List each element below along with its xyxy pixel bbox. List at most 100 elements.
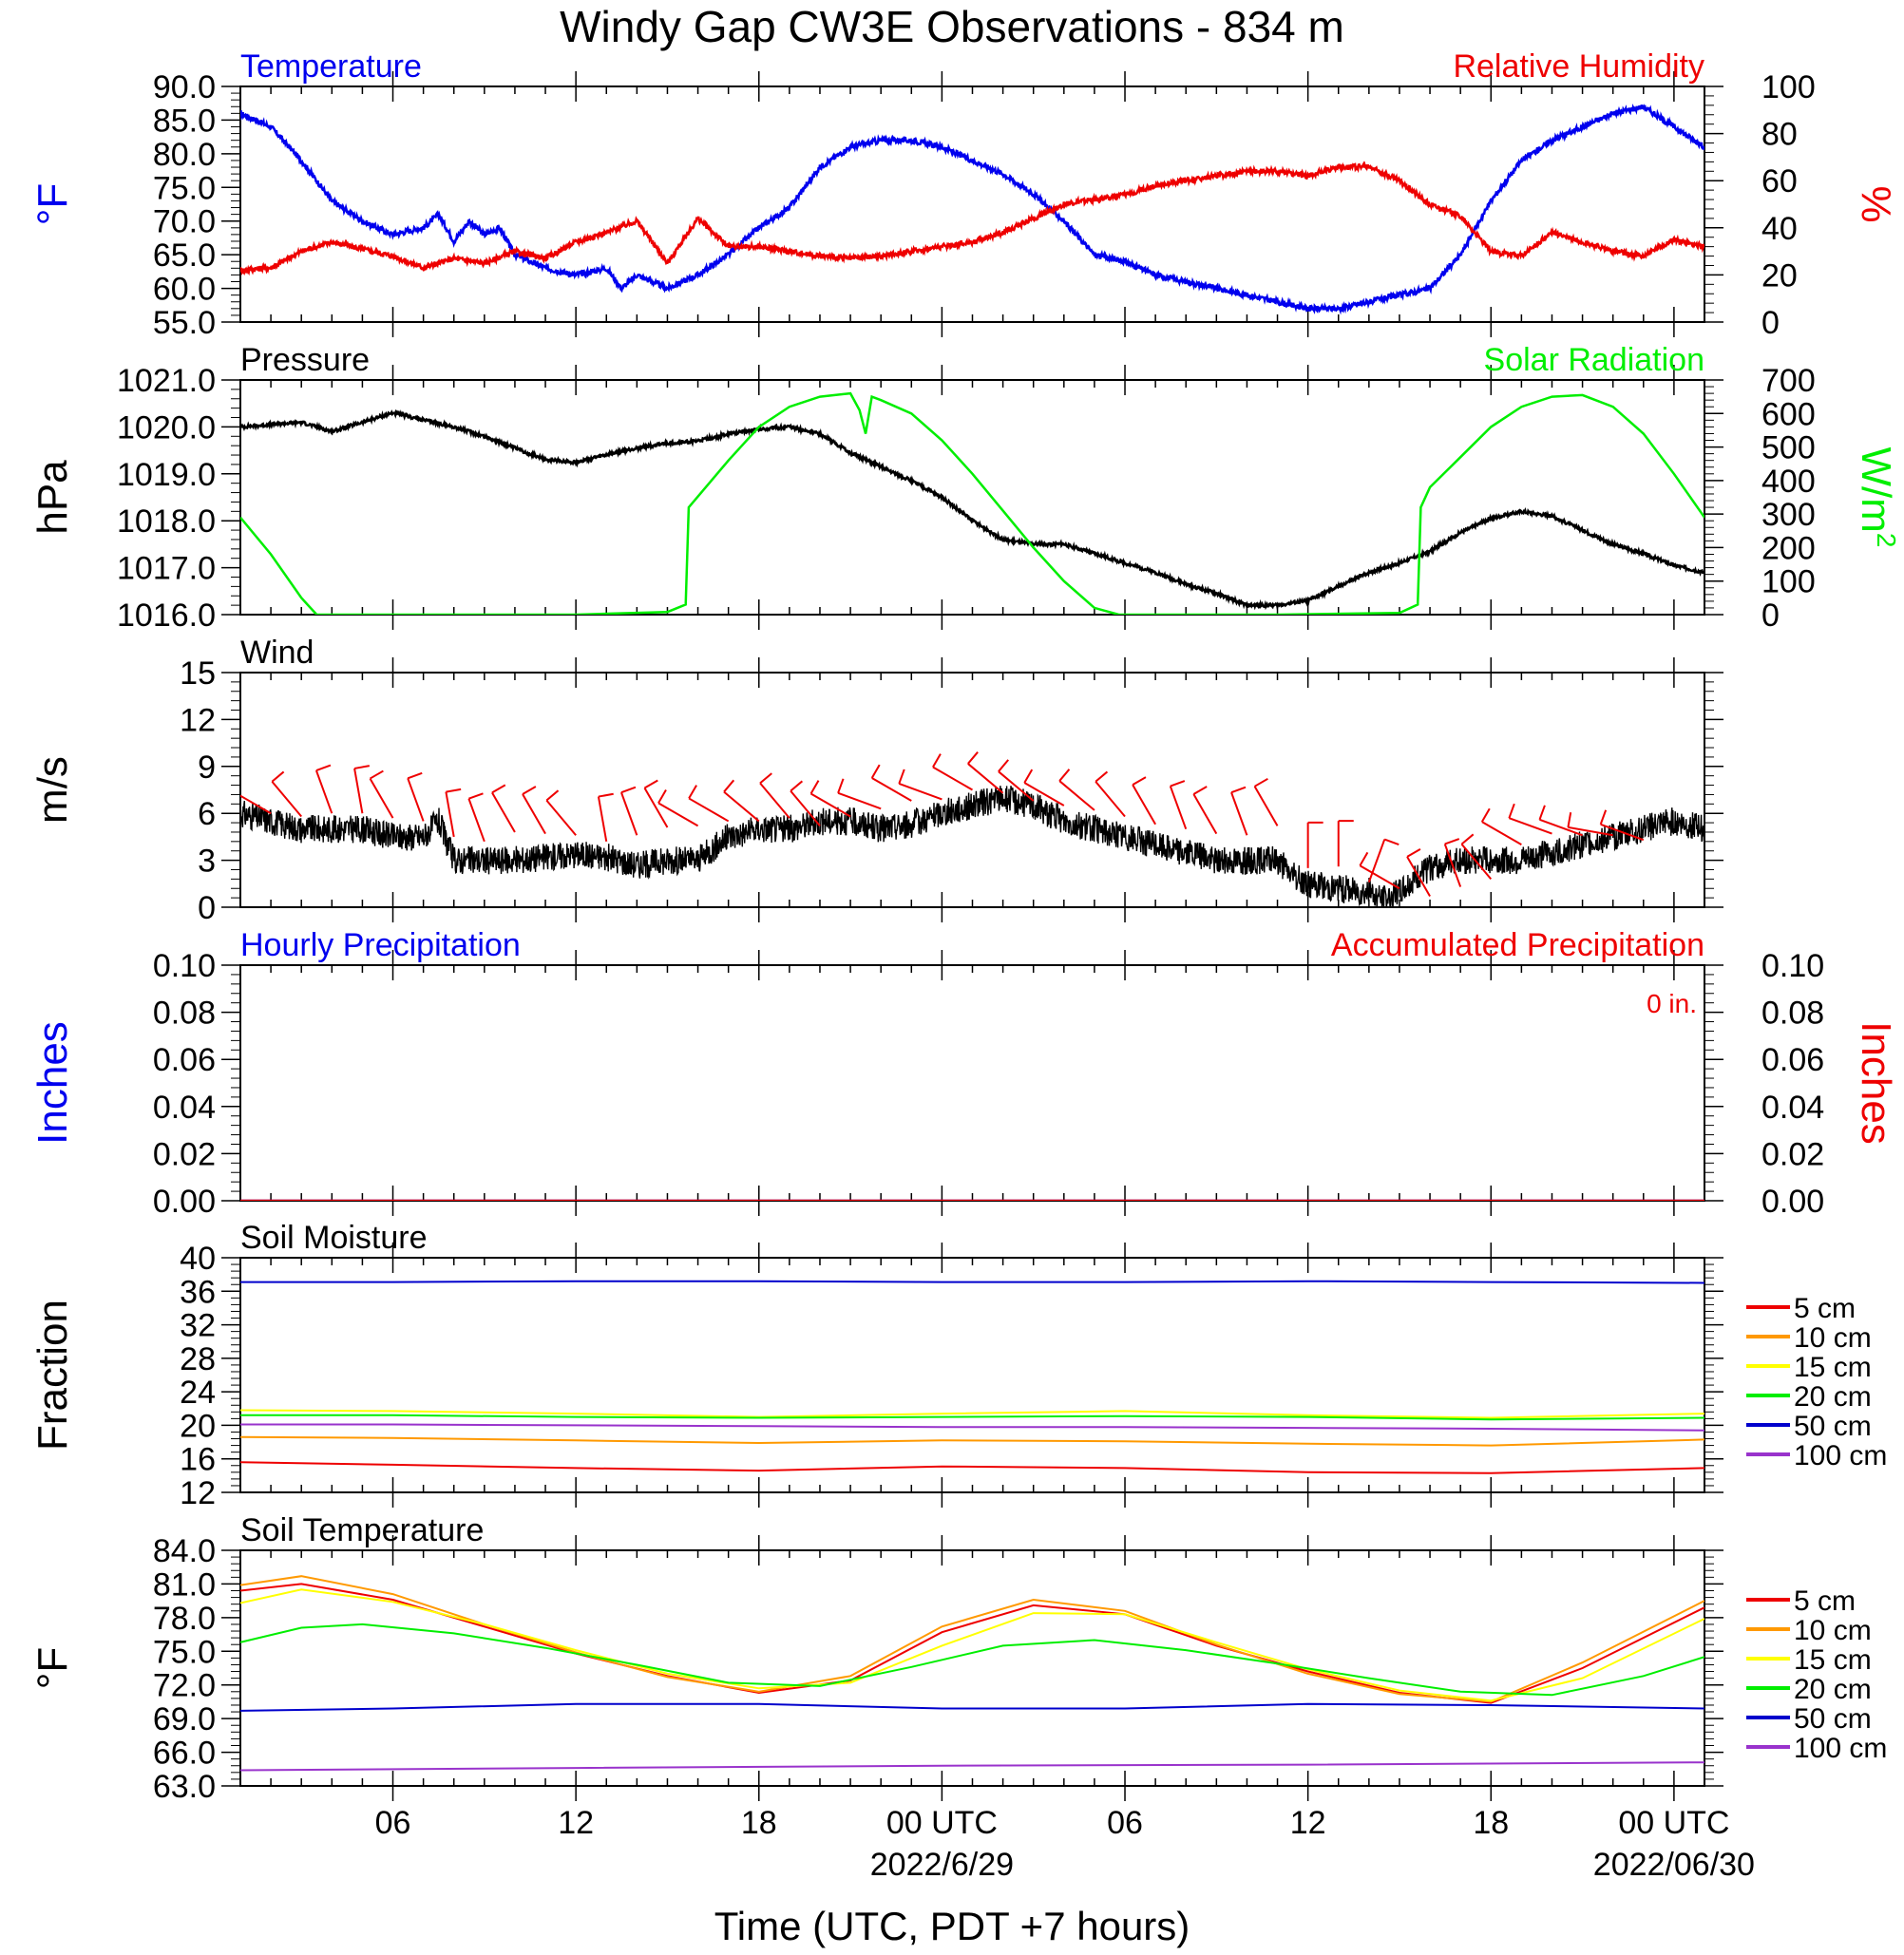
x-tick-label: 18	[741, 1805, 777, 1841]
panel-title-right: Solar Radiation	[1484, 342, 1704, 378]
wind-barb	[1169, 786, 1188, 830]
panel-title-right: Relative Humidity	[1453, 48, 1704, 85]
wind-barb	[1230, 791, 1248, 836]
wind-barb-flag	[1480, 807, 1491, 823]
y-tick-label-right: 0.02	[1761, 1136, 1824, 1172]
y-tick-label-left: 85.0	[153, 103, 216, 139]
y-tick-label-right: 80	[1761, 117, 1798, 153]
panel-wind: 15 12 9 6 3 0 Wind m/s	[29, 635, 1723, 926]
panel-title-right: Accumulated Precipitation	[1331, 927, 1704, 963]
y-tick-label-right: 300	[1761, 497, 1816, 533]
wind-barb-flag	[759, 772, 772, 785]
wind-barb-flag	[643, 779, 658, 789]
panel-title-left: Soil Moisture	[240, 1220, 428, 1256]
series-pressure	[240, 408, 1704, 611]
y-tick-label-left: 1016.0	[117, 598, 216, 634]
wind-barb	[790, 789, 821, 827]
wind-barb-flag	[688, 785, 697, 799]
y-axis-label-left: °F	[29, 1647, 76, 1689]
wind-barb	[1132, 784, 1156, 826]
y-tick-label-left: 12	[180, 1475, 216, 1511]
wind-barb	[837, 791, 882, 810]
x-date-label: 2022/06/30	[1593, 1847, 1755, 1883]
legend-label: 5 cm	[1794, 1293, 1856, 1324]
y-tick-label-right: 400	[1761, 464, 1816, 500]
y-tick-label-right: 700	[1761, 363, 1816, 399]
wind-barb-flag	[967, 751, 979, 765]
y-tick-label-right: 500	[1761, 430, 1816, 466]
y-tick-label-left: 0.00	[153, 1184, 216, 1220]
wind-barb	[491, 791, 516, 833]
legend-label: 100 cm	[1794, 1733, 1887, 1764]
y-tick-label-left: 81.0	[153, 1566, 216, 1603]
y-tick-label-left: 1021.0	[117, 363, 216, 399]
wind-barb-flag	[898, 769, 905, 785]
y-axis-label-right: Inches	[1853, 1021, 1899, 1145]
series-20-cm	[240, 1414, 1704, 1421]
y-tick-label-left: 0.04	[153, 1090, 216, 1126]
series-100-cm	[240, 1761, 1704, 1772]
wind-barb	[1359, 864, 1400, 890]
wind-barb	[932, 766, 974, 791]
x-tick-label: 18	[1473, 1805, 1509, 1841]
panels: 90.085.080.075.070.065.060.055.010080604…	[29, 48, 1901, 1883]
wind-barb-flag	[809, 780, 820, 794]
wind-barb-flag	[370, 769, 384, 780]
y-tick-label-left: 1018.0	[117, 503, 216, 540]
series-wind	[240, 786, 1704, 907]
wind-barb	[1443, 844, 1462, 887]
y-tick-label-left: 75.0	[153, 170, 216, 206]
y-axis-label-left: Fraction	[29, 1300, 76, 1451]
panel-frame	[239, 1257, 1705, 1493]
x-tick-label: 06	[1107, 1805, 1143, 1841]
y-axis-label-left: °F	[29, 183, 76, 225]
series-group	[240, 751, 1704, 907]
y-tick-label-left: 63.0	[153, 1769, 216, 1805]
wind-barb-flag	[1383, 838, 1399, 845]
legend-label: 50 cm	[1794, 1703, 1872, 1735]
y-tick-label-left: 24	[180, 1375, 216, 1411]
y-tick-label-left: 15	[180, 655, 216, 692]
x-tick-label: 00 UTC	[886, 1805, 998, 1841]
y-tick-label-left: 3	[198, 844, 216, 880]
y-tick-label-left: 0.02	[153, 1136, 216, 1172]
wind-barb	[467, 798, 486, 843]
wind-barb-flag	[620, 786, 637, 794]
wind-barb-flag	[491, 784, 506, 794]
legend-label: 100 cm	[1794, 1440, 1887, 1471]
y-tick-label-left: 66.0	[153, 1736, 216, 1772]
wind-barb-flag	[353, 765, 371, 769]
wind-barb-flag	[446, 788, 462, 793]
y-tick-label-left: 90.0	[153, 69, 216, 105]
y-tick-label-left: 60.0	[153, 272, 216, 308]
y-tick-label-left: 6	[198, 796, 216, 832]
wind-barb-flag	[790, 780, 804, 792]
panel-frame	[239, 964, 1705, 1202]
wind-barb-flag	[407, 771, 423, 780]
series-50-cm	[240, 1280, 1704, 1284]
wind-barb	[240, 794, 272, 815]
y-tick-label-left: 20	[180, 1408, 216, 1444]
series-temperature	[240, 104, 1704, 315]
wind-barb-flag	[522, 786, 537, 795]
wind-barb-flag	[1254, 777, 1268, 788]
wind-barb	[871, 777, 912, 802]
panel-frame	[239, 85, 1705, 323]
wind-barb	[1600, 823, 1645, 842]
y-axis-label-left: m/s	[29, 756, 76, 824]
wind-barb-flag	[545, 789, 560, 802]
wind-barb	[1095, 781, 1126, 818]
wind-barb-flag	[657, 789, 667, 804]
x-tick-label: 00 UTC	[1618, 1805, 1729, 1841]
wind-barb-flag	[1599, 809, 1608, 826]
wind-barb	[619, 791, 638, 836]
wind-barb	[445, 791, 455, 838]
wind-barb	[723, 790, 760, 823]
wind-barb	[522, 793, 546, 835]
y-tick-label-left: 16	[180, 1442, 216, 1478]
series-15-cm	[240, 1588, 1704, 1702]
chart-title: Windy Gap CW3E Observations - 834 m	[560, 2, 1344, 51]
y-tick-label-left: 40	[180, 1241, 216, 1277]
wind-barb-flag	[870, 764, 881, 779]
y-tick-label-right: 0	[1761, 305, 1780, 341]
